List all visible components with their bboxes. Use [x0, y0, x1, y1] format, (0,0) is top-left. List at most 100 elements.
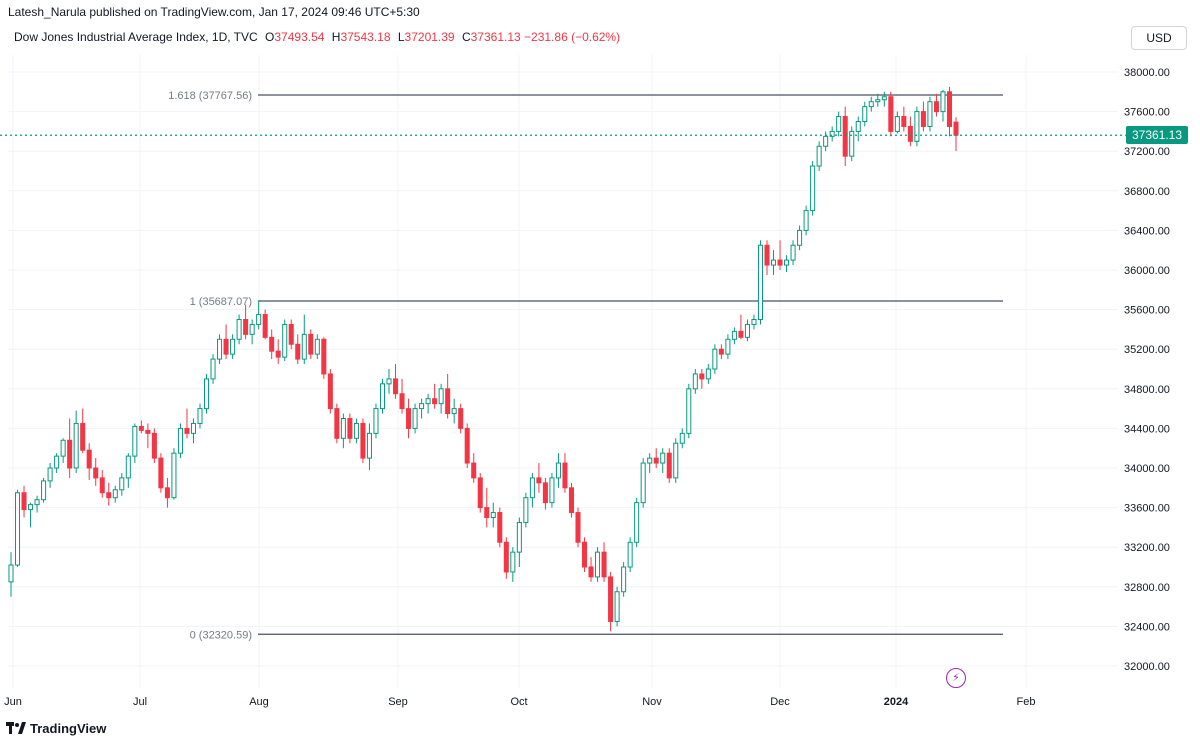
candle-body: [386, 378, 392, 385]
candle-body: [419, 403, 425, 410]
top-bar: Latesh_Narula published on TradingView.c…: [0, 0, 1200, 24]
candle-body: [28, 504, 34, 511]
candle-body: [536, 477, 542, 484]
candle-body: [927, 101, 933, 127]
candle-body: [823, 135, 829, 147]
candle-body: [718, 348, 724, 355]
candle-body: [490, 512, 496, 518]
candle-body: [392, 378, 399, 395]
candle-body: [379, 383, 386, 410]
time-axis[interactable]: Jun Jul Aug Sep Oct Nov Dec 2024 Feb: [4, 696, 1035, 708]
change-value: −231.86 (−0.62%): [524, 30, 621, 44]
candle-body: [679, 432, 685, 444]
price-tick-label: 32800.00: [1124, 582, 1170, 594]
candle-body: [412, 408, 418, 429]
fib-label: 1.618 (37767.56): [168, 90, 252, 102]
candle-body: [438, 388, 444, 405]
price-tick-label: 36800.00: [1124, 186, 1170, 198]
candle-body: [406, 408, 412, 429]
time-tick-label: Dec: [770, 696, 790, 708]
candle-body: [60, 439, 66, 457]
time-tick-label: 2024: [884, 696, 909, 708]
candle-body: [112, 489, 118, 499]
candle-body: [562, 462, 568, 489]
candle-body: [751, 319, 757, 325]
candle-body: [14, 492, 21, 566]
price-tick-label: 34800.00: [1124, 384, 1170, 396]
candle-body: [210, 358, 216, 380]
price-tick-label: 37200.00: [1124, 146, 1170, 158]
time-tick-label: Sep: [388, 696, 408, 708]
price-tick-label: 35600.00: [1124, 305, 1170, 317]
footer: TradingView: [6, 718, 106, 738]
currency-button[interactable]: USD: [1131, 26, 1187, 50]
candle-body: [158, 457, 164, 489]
candle-body: [829, 130, 835, 137]
candle-body: [21, 492, 27, 511]
time-tick-label: Nov: [642, 696, 662, 708]
candle-body: [99, 477, 105, 494]
candle-body: [373, 408, 379, 434]
candle-body: [529, 477, 535, 499]
price-tick-label: 36400.00: [1124, 225, 1170, 237]
grid-lines: [8, 55, 1118, 688]
candle-body: [366, 432, 372, 459]
candle-body: [510, 551, 516, 573]
candle-body: [640, 462, 646, 504]
symbol-legend: Dow Jones Industrial Average Index, 1D, …: [14, 30, 620, 44]
candle-body: [523, 497, 529, 523]
candle-body: [138, 425, 144, 431]
candle-body: [738, 330, 744, 338]
fib-levels[interactable]: 1.618 (37767.56) 1 (35687.07) 0 (32320.59): [168, 90, 1003, 641]
candle-body: [73, 422, 79, 469]
price-axis[interactable]: 38000.00 37600.00 37200.00 36800.00 36400.00…: [1124, 67, 1170, 673]
fib-label: 1 (35687.07): [190, 296, 252, 308]
candle-body: [197, 408, 203, 424]
candle-body: [692, 373, 698, 390]
lightning-icon[interactable]: ⚡: [946, 668, 966, 688]
candle-body: [93, 467, 99, 479]
candle-body: [946, 91, 953, 127]
candle-body: [203, 378, 210, 410]
candle-body: [177, 427, 183, 454]
price-tick-label: 37600.00: [1124, 107, 1170, 119]
candle-body: [458, 408, 464, 429]
time-tick-label: Jul: [133, 696, 147, 708]
candle-body: [164, 487, 170, 499]
candle-body: [190, 422, 197, 434]
time-tick-label: Feb: [1017, 696, 1036, 708]
candle-body: [608, 576, 614, 622]
candle-body: [764, 244, 770, 266]
price-tick-label: 32000.00: [1124, 661, 1170, 673]
candle-body: [477, 477, 483, 509]
tradingview-logo-icon: [6, 722, 26, 734]
candle-body: [757, 244, 764, 320]
candle-body: [321, 338, 327, 375]
candle-body: [588, 566, 594, 578]
candle-body: [634, 502, 640, 543]
candle-body: [581, 541, 588, 568]
publish-info: Latesh_Narula published on TradingView.c…: [8, 5, 420, 19]
candle-body: [256, 314, 262, 325]
candle-body: [217, 338, 223, 360]
candle-body: [497, 512, 503, 543]
candle-body: [836, 116, 842, 132]
candle-body: [503, 541, 509, 573]
tradingview-brand[interactable]: TradingView: [30, 720, 107, 736]
fib-label: 0 (32320.59): [190, 629, 252, 641]
candle-body: [327, 373, 333, 410]
candle-body: [953, 121, 959, 136]
low-label: L: [397, 30, 405, 44]
candle-body: [171, 452, 177, 499]
candle-body: [673, 442, 679, 479]
candle-body: [666, 452, 672, 479]
candle-body: [425, 398, 431, 405]
candle-body: [855, 121, 861, 132]
candle-body: [445, 388, 451, 415]
candle-body: [223, 338, 229, 355]
candle-body: [881, 96, 887, 101]
candle-body: [275, 350, 281, 358]
candle-body: [67, 439, 73, 469]
symbol-name[interactable]: Dow Jones Industrial Average Index, 1D, …: [14, 30, 258, 44]
